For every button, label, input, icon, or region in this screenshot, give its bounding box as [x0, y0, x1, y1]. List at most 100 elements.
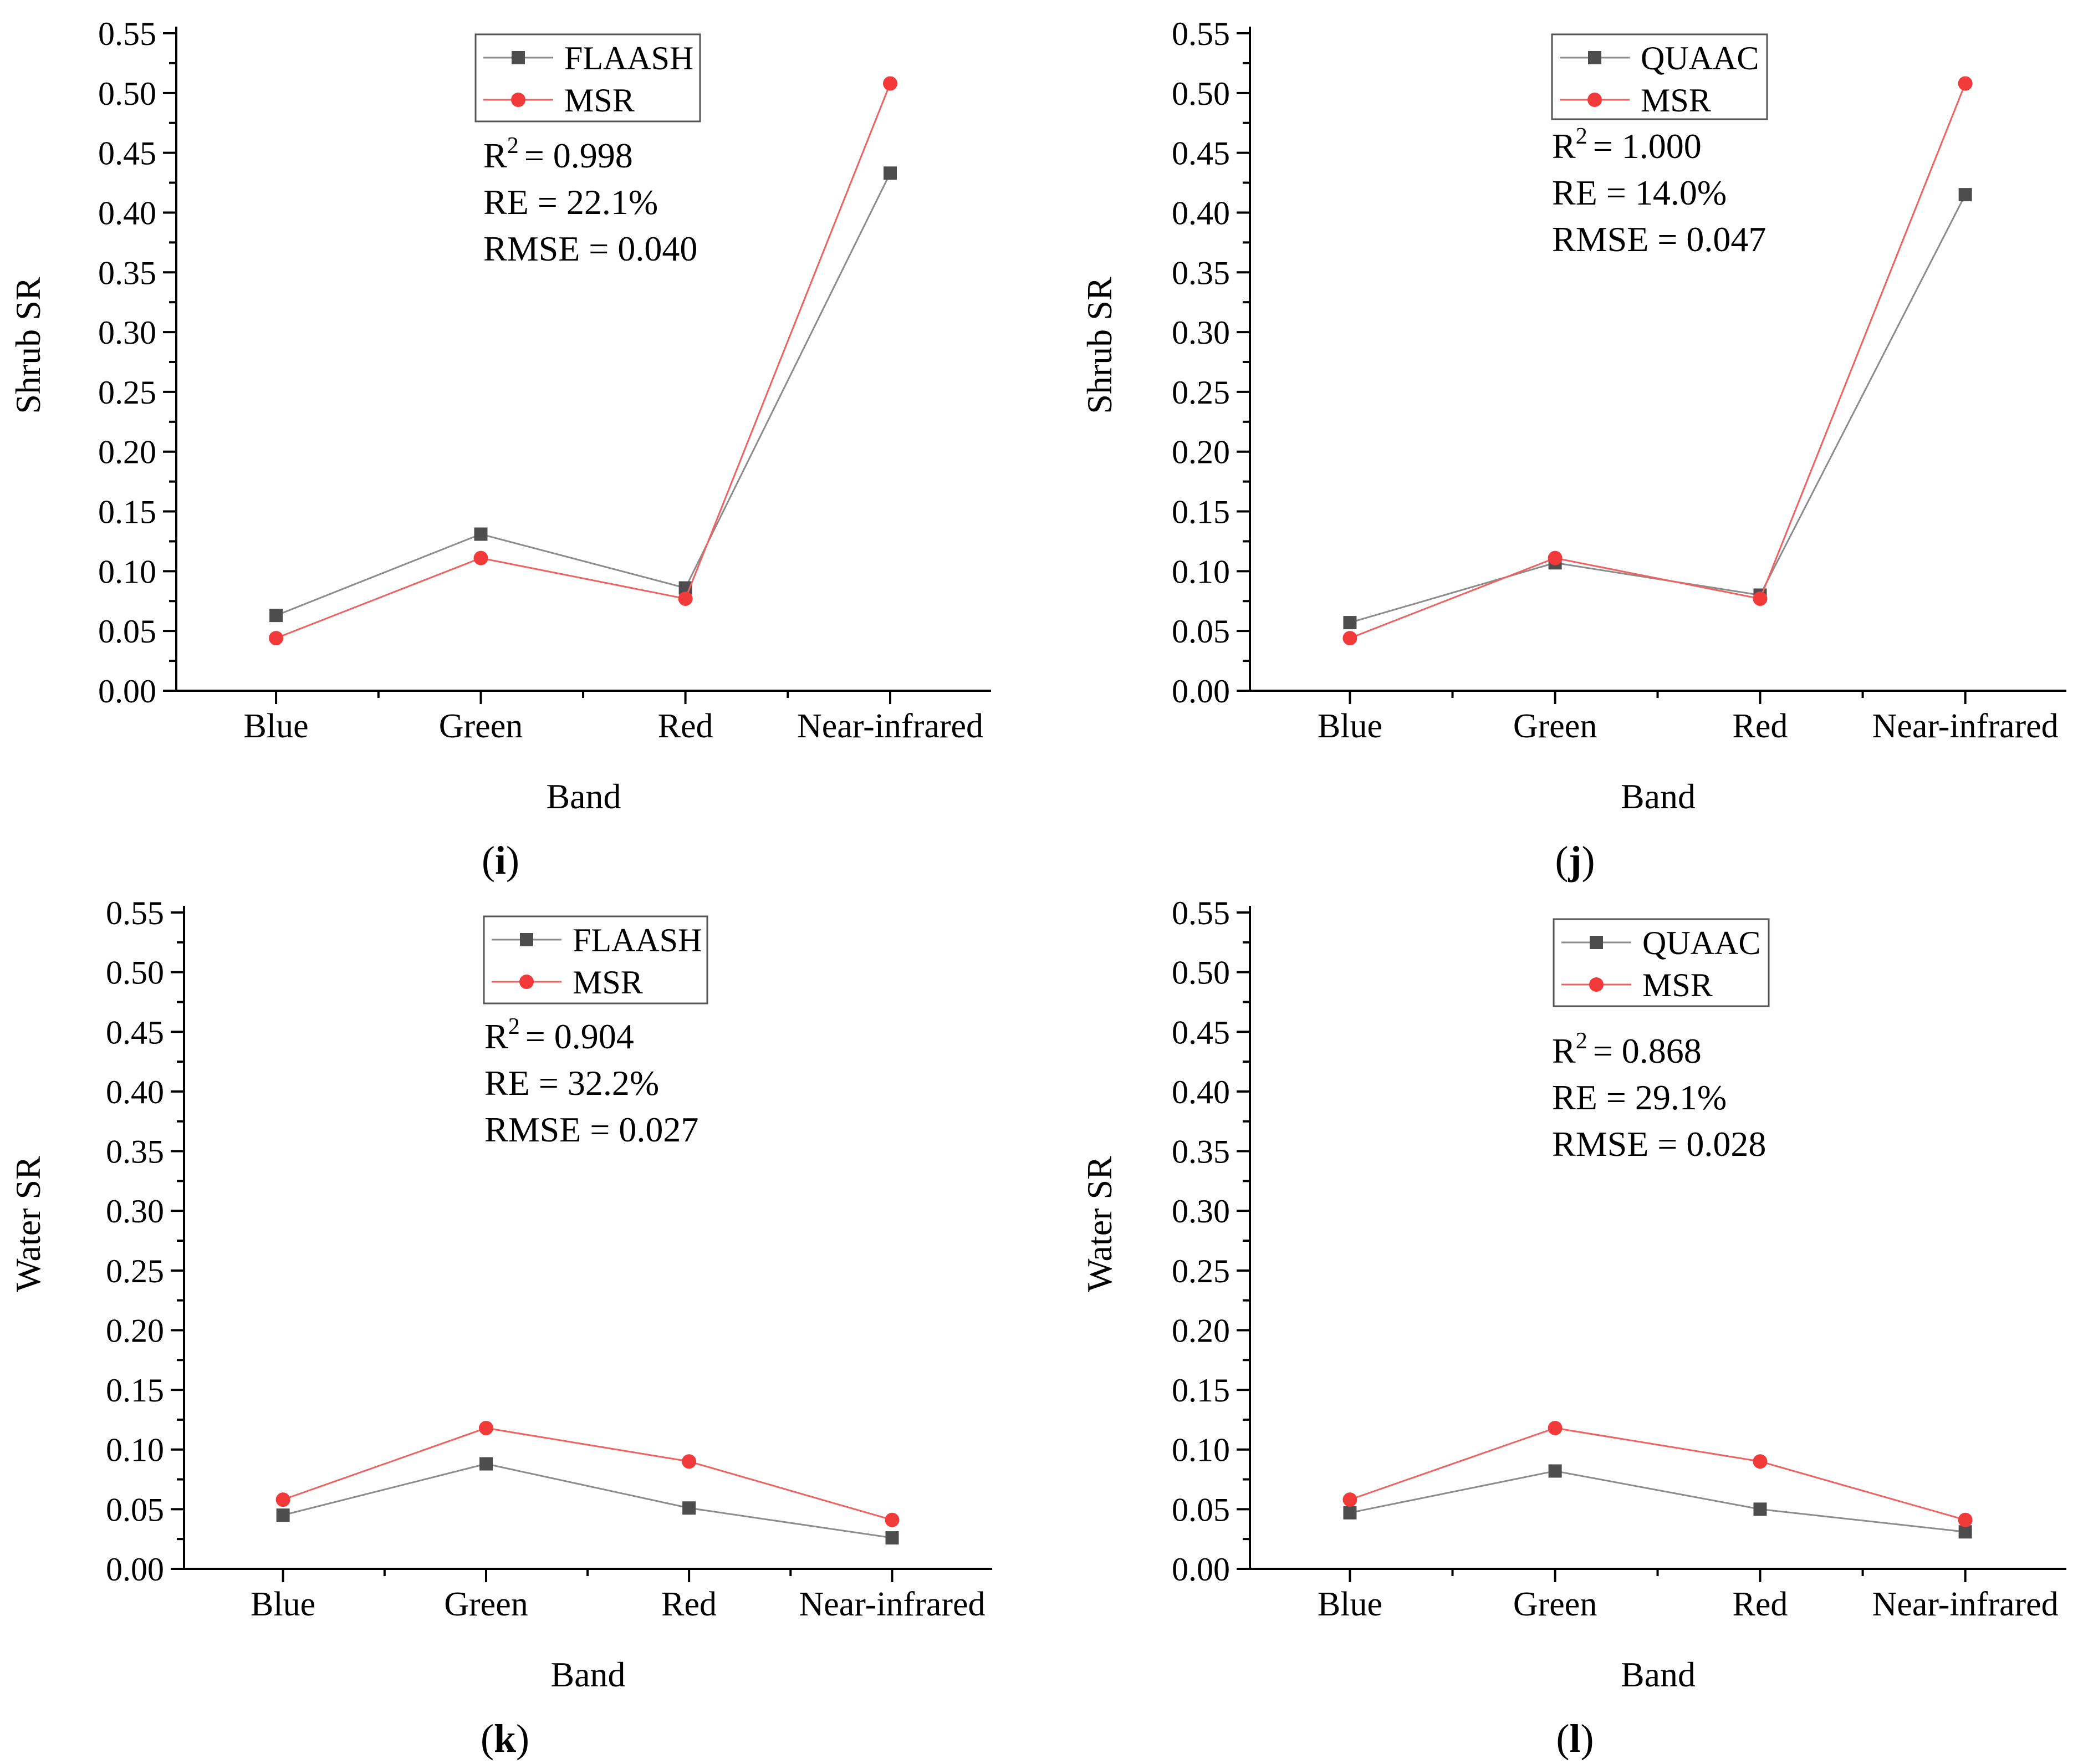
series-line-quaac: [1350, 1470, 1965, 1533]
series-line-flaash: [283, 1463, 892, 1539]
rmse-text: RMSE = 0.047: [1552, 220, 1766, 259]
y-tick-label: 0.30: [98, 314, 156, 351]
r2-text: R2 = 0.998: [483, 133, 633, 175]
x-axis-title: Band: [546, 777, 621, 816]
x-axis-title: Band: [1621, 777, 1696, 816]
data-point-flaash: [884, 166, 897, 180]
y-tick-label: 0.15: [1172, 494, 1230, 531]
stats-annotation: R2 = 0.868 RE = 29.1% RMSE = 0.028: [1552, 1028, 1766, 1164]
legend-label-quaac: QUAAC: [1642, 925, 1760, 961]
data-point-msr: [678, 591, 693, 606]
chart-panel-1: 0.00 0.05 0.10 0.15 0.20 0.25 0.30 0.35 0.40 0.45…: [8, 16, 991, 883]
legend-label-msr: MSR: [1642, 967, 1713, 1003]
x-tick-label-green: Green: [1513, 1585, 1597, 1623]
legend-box: [1553, 918, 1770, 1007]
legend-marker: [512, 51, 525, 64]
y-tick-label: 0.10: [1172, 1432, 1230, 1469]
y-tick-label: 0.40: [1172, 195, 1230, 231]
stats-annotation: R2 = 1.000 RE = 14.0% RMSE = 0.047: [1552, 124, 1766, 259]
y-tick-label: 0.55: [1172, 16, 1230, 52]
x-axis-title: Band: [1621, 1655, 1696, 1694]
y-tick-label: 0.20: [1172, 434, 1230, 471]
panel-label: (l): [1556, 1716, 1594, 1761]
x-tick-label-near-infrared: Near-infrared: [797, 707, 983, 745]
data-point-flaash: [682, 1501, 696, 1515]
legend: FLAASH MSR: [483, 915, 708, 1005]
data-point-flaash: [479, 1457, 493, 1471]
data-point-msr: [1958, 76, 1973, 91]
legend-marker: [1589, 977, 1604, 992]
y-tick-label: 0.45: [1172, 1014, 1230, 1051]
rmse-text: RMSE = 0.027: [484, 1110, 698, 1149]
x-tick-label-blue: Blue: [244, 707, 309, 745]
y-tick-label: 0.35: [1172, 1134, 1230, 1170]
legend-label-msr: MSR: [1641, 82, 1711, 119]
re-text: RE = 29.1%: [1552, 1078, 1727, 1117]
y-tick-label: 0.40: [106, 1074, 164, 1110]
r2-text: R2 = 0.868: [1552, 1028, 1702, 1070]
y-axis-title: Water SR: [1080, 1156, 1119, 1292]
legend-marker: [1590, 936, 1603, 949]
rmse-text: RMSE = 0.028: [1552, 1124, 1766, 1164]
x-tick-label-near-infrared: Near-infrared: [1872, 1585, 2059, 1623]
data-point-flaash: [474, 527, 488, 541]
legend: FLAASH MSR: [474, 33, 701, 123]
y-tick-label: 0.55: [106, 895, 164, 931]
y-tick-label: 0.10: [1172, 553, 1230, 590]
data-point-msr: [682, 1454, 697, 1469]
x-tick-label-green: Green: [444, 1585, 528, 1623]
data-point-quaac: [1958, 188, 1972, 202]
y-tick-label: 0.30: [1172, 1193, 1230, 1230]
y-tick-label: 0.25: [98, 374, 156, 411]
y-tick-label: 0.35: [106, 1134, 164, 1170]
legend-marker: [519, 975, 534, 989]
legend-label-msr: MSR: [564, 82, 635, 119]
re-text: RE = 22.1%: [483, 182, 658, 222]
y-tick-label: 0.20: [98, 434, 156, 471]
y-tick-label: 0.50: [1172, 75, 1230, 112]
panel-label: (j): [1555, 838, 1595, 883]
y-tick-label: 0.00: [1172, 1551, 1230, 1588]
y-tick-label: 0.50: [106, 955, 164, 991]
data-point-flaash: [276, 1508, 290, 1522]
data-point-msr: [1548, 1420, 1563, 1435]
series-line-msr: [275, 83, 891, 639]
y-tick-label: 0.20: [106, 1312, 164, 1349]
data-point-msr: [1548, 550, 1563, 565]
y-tick-label: 0.25: [106, 1253, 164, 1289]
x-axis-title: Band: [550, 1655, 625, 1694]
y-tick-label: 0.45: [98, 135, 156, 172]
y-tick-label: 0.00: [1172, 673, 1230, 710]
y-tick-label: 0.30: [1172, 314, 1230, 351]
y-tick-label: 0.15: [98, 494, 156, 531]
y-tick-label: 0.20: [1172, 1312, 1230, 1349]
legend-label-msr: MSR: [573, 964, 643, 1001]
legend: QUAAC MSR: [1551, 33, 1768, 120]
chart-panel-3: 0.00 0.05 0.10 0.15 0.20 0.25 0.30 0.35 0.40 0.45…: [8, 895, 992, 1761]
data-point-msr: [269, 631, 284, 646]
x-tick-label-near-infrared: Near-infrared: [1872, 707, 2059, 745]
series-line-msr: [1349, 1427, 1966, 1521]
re-text: RE = 14.0%: [1552, 173, 1727, 212]
data-point-msr: [885, 1512, 900, 1527]
y-tick-label: 0.50: [1172, 955, 1230, 991]
y-tick-label: 0.15: [1172, 1372, 1230, 1409]
data-point-quaac: [1343, 616, 1357, 630]
legend-marker: [511, 93, 525, 107]
data-point-msr: [1753, 1454, 1768, 1469]
x-tick-label-green: Green: [1513, 707, 1597, 745]
x-tick-label-near-infrared: Near-infrared: [799, 1585, 985, 1623]
data-point-msr: [883, 76, 898, 91]
y-tick-label: 0.25: [1172, 374, 1230, 411]
y-tick-label: 0.55: [1172, 895, 1230, 931]
r2-text: R2 = 0.904: [484, 1014, 634, 1056]
series-line-msr: [1349, 83, 1967, 639]
y-axis-title: Shrub SR: [1080, 277, 1119, 414]
legend-marker: [1588, 51, 1601, 64]
y-tick-label: 0.55: [98, 16, 156, 52]
y-tick-label: 0.00: [98, 673, 156, 710]
legend-label-flaash: FLAASH: [573, 922, 702, 959]
y-tick-label: 0.10: [106, 1432, 164, 1469]
stats-annotation: R2 = 0.998 RE = 22.1% RMSE = 0.040: [483, 133, 697, 268]
